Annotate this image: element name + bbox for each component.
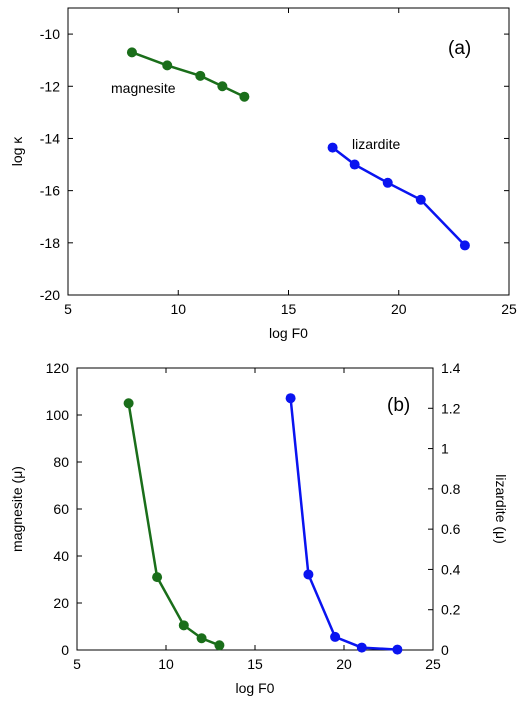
x-tick-label-a: 15 (281, 301, 297, 317)
series-label-magnesite-a: magnesite (111, 80, 176, 96)
x-tick-label-b: 20 (336, 656, 352, 672)
series-line-magnesite-b (127, 403, 220, 647)
y-tick-label-a: -16 (40, 183, 60, 199)
data-point-magnesite-a (195, 70, 206, 81)
data-point-lizardite-b (285, 393, 296, 404)
x-tick-label-a: 10 (170, 301, 186, 317)
data-point-magnesite-a (162, 60, 173, 71)
y-tick-label-right-b: 0.8 (441, 481, 461, 497)
data-point-magnesite-b (123, 398, 134, 409)
y-tick-label-right-b: 1.4 (441, 360, 461, 376)
y-tick-label-a: -20 (40, 287, 60, 303)
y-tick-label-right-b: 0.2 (441, 602, 461, 618)
y-tick-label-right-b: 0.6 (441, 521, 461, 537)
x-tick-label-a: 25 (501, 301, 517, 317)
data-point-magnesite-b (214, 640, 225, 651)
y-tick-label-right-b: 1.2 (441, 400, 461, 416)
data-point-lizardite-b (356, 642, 367, 653)
x-tick-label-b: 5 (73, 656, 81, 672)
panel-label-b: (b) (387, 395, 410, 416)
data-point-magnesite-a (239, 91, 250, 102)
data-point-magnesite-b (178, 620, 189, 631)
y-tick-label-left-b: 60 (53, 501, 69, 517)
data-point-lizardite-b (330, 631, 341, 642)
y-tick-label-right-b: 1 (441, 441, 449, 457)
data-point-lizardite-a (459, 240, 470, 251)
data-point-lizardite-a (382, 177, 393, 188)
x-axis-label-a: log F0 (269, 325, 308, 341)
x-tick-label-b: 15 (247, 656, 263, 672)
series-line-lizardite-b (289, 398, 398, 651)
y-tick-label-right-b: 0 (441, 642, 449, 658)
data-point-magnesite-b (152, 572, 163, 583)
series-label-lizardite-a: lizardite (352, 136, 400, 152)
y-tick-label-left-b: 0 (61, 642, 69, 658)
x-tick-label-a: 20 (391, 301, 407, 317)
x-tick-label-a: 5 (64, 301, 72, 317)
y-tick-label-left-b: 20 (53, 595, 69, 611)
y-tick-label-left-b: 40 (53, 548, 69, 564)
y-tick-label-a: -14 (40, 130, 60, 146)
y-tick-label-right-b: 0.4 (441, 561, 461, 577)
y-axis-label-right-b: lizardite (μ) (493, 474, 509, 544)
data-point-lizardite-a (349, 159, 360, 170)
y-axis-label-left-b: magnesite (μ) (9, 466, 25, 552)
x-axis-label-b: log F0 (236, 680, 275, 696)
data-point-lizardite-a (327, 142, 338, 153)
y-axis-label-a: log κ (9, 136, 25, 167)
data-point-lizardite-b (303, 569, 314, 580)
data-point-magnesite-b (196, 633, 207, 644)
y-tick-label-left-b: 120 (46, 360, 70, 376)
data-point-magnesite-a (217, 81, 228, 92)
data-point-lizardite-a (415, 194, 426, 205)
data-point-lizardite-b (392, 644, 403, 655)
data-point-magnesite-a (126, 47, 137, 58)
y-tick-label-a: -18 (40, 235, 60, 251)
y-tick-label-left-b: 80 (53, 454, 69, 470)
panel-label-a: (a) (448, 38, 471, 59)
x-tick-label-b: 10 (158, 656, 174, 672)
y-tick-label-left-b: 100 (46, 407, 70, 423)
y-tick-label-a: -12 (40, 78, 60, 94)
x-tick-label-b: 25 (425, 656, 441, 672)
y-tick-label-a: -10 (40, 26, 60, 42)
